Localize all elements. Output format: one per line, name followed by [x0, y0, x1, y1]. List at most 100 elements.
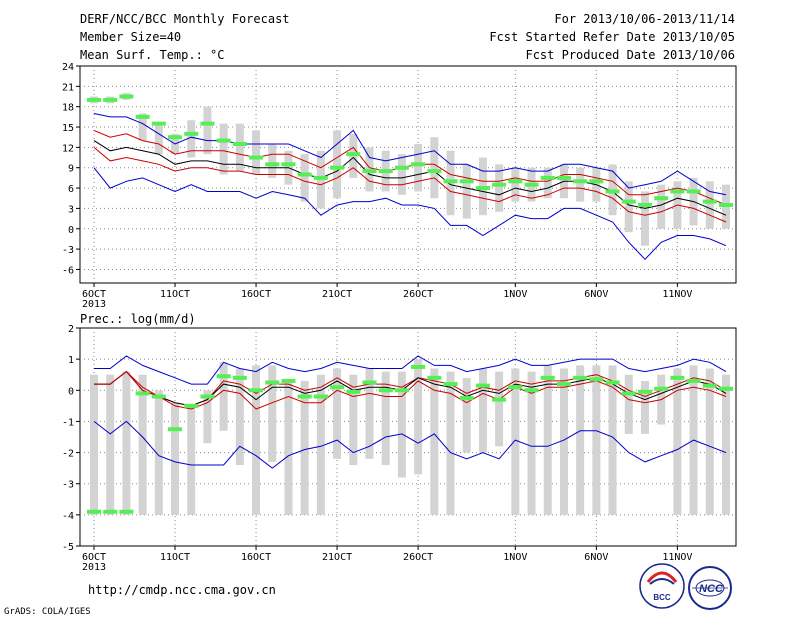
y-tick-label: 1 [68, 355, 74, 366]
y-tick-label: 12 [62, 143, 74, 154]
observed-marker [151, 394, 166, 399]
x-tick-label: 6NOV [584, 289, 608, 300]
ensemble-range-bar [300, 154, 309, 202]
x-year-label: 2013 [82, 299, 106, 310]
ensemble-range-bar [657, 184, 666, 229]
x-tick-label: 11OCT [160, 289, 190, 300]
observed-marker [670, 375, 685, 380]
ensemble-range-bar [235, 123, 244, 172]
x-tick-label: 21OCT [322, 552, 352, 563]
observed-marker [427, 169, 442, 174]
observed-marker [443, 179, 458, 184]
observed-marker [200, 394, 215, 399]
observed-marker [184, 403, 199, 408]
observed-marker [103, 97, 118, 102]
ensemble-range-bar [559, 368, 568, 515]
observed-marker [524, 388, 539, 393]
observed-marker [411, 162, 426, 167]
ensemble-range-bar [203, 390, 212, 444]
series-line-lower [93, 147, 727, 223]
observed-marker [232, 375, 247, 380]
observed-marker [184, 131, 199, 136]
y-tick-label: 2 [68, 324, 74, 335]
bcc-logo: BCC [639, 563, 685, 609]
ensemble-range-bar [171, 402, 180, 515]
x-tick-label: 6NOV [584, 552, 608, 563]
y-tick-label: 18 [62, 103, 74, 114]
observed-marker [87, 97, 101, 102]
precip-panel-title: Prec.: log(mm/d) [80, 312, 196, 326]
ensemble-range-bar [722, 374, 730, 515]
observed-marker [686, 189, 701, 194]
observed-marker [394, 165, 409, 170]
observed-marker [135, 391, 150, 396]
ensemble-range-bar [381, 371, 390, 466]
observed-marker [637, 389, 652, 394]
ensemble-range-bar [462, 377, 471, 453]
ensemble-range-bar [414, 143, 423, 192]
observed-marker [621, 199, 636, 204]
ensemble-range-bar [138, 374, 147, 515]
ensemble-range-bar [495, 371, 504, 447]
ensemble-range-bar [478, 368, 487, 453]
ensemble-range-bar [187, 120, 196, 158]
observed-marker [362, 380, 377, 385]
observed-marker [492, 182, 507, 187]
series-line-mean [93, 140, 727, 216]
ensemble-range-bar [673, 368, 682, 515]
y-tick-label: -3 [62, 245, 74, 256]
ensemble-range-bar [106, 374, 115, 515]
ensemble-range-bar [640, 191, 649, 246]
y-tick-label: 21 [62, 82, 74, 93]
ensemble-range-bar [316, 374, 325, 515]
x-tick-label: 16OCT [241, 552, 271, 563]
ensemble-range-bar [430, 368, 439, 515]
ensemble-range-bar [495, 164, 504, 212]
observed-marker [589, 179, 604, 184]
header-period: For 2013/10/06-2013/11/14 [554, 12, 735, 26]
observed-marker [719, 203, 733, 208]
observed-marker [265, 380, 280, 385]
observed-marker [702, 383, 717, 388]
observed-marker [443, 382, 458, 387]
observed-marker [540, 175, 555, 180]
ensemble-range-bar [430, 137, 439, 199]
y-tick-label: 3 [68, 204, 74, 215]
x-tick-label: 21OCT [322, 289, 352, 300]
y-tick-label: 15 [62, 123, 74, 134]
observed-marker [492, 397, 507, 402]
observed-marker [459, 179, 474, 184]
x-tick-label: 6OCT [82, 552, 106, 563]
x-tick-label: 1NOV [503, 289, 527, 300]
x-tick-label: 16OCT [241, 289, 271, 300]
observed-marker [378, 169, 393, 174]
y-tick-label: 0 [68, 225, 74, 236]
plot-frame [79, 327, 737, 547]
observed-marker [605, 189, 620, 194]
observed-marker [265, 162, 280, 167]
observed-marker [654, 386, 669, 391]
observed-marker [346, 152, 361, 157]
x-tick-label: 26OCT [403, 552, 433, 563]
ensemble-range-bar [219, 362, 228, 431]
ensemble-range-bar [511, 167, 520, 202]
observed-marker [540, 375, 555, 380]
observed-marker [135, 114, 150, 119]
observed-marker [475, 186, 490, 191]
footer-credit: GrADS: COLA/IGES [4, 607, 91, 617]
ensemble-range-bar [154, 390, 163, 515]
observed-marker [589, 377, 604, 382]
observed-marker [232, 141, 247, 146]
observed-marker [168, 135, 183, 140]
ncc-logo: NCC [688, 566, 732, 610]
ensemble-range-bar [527, 371, 536, 515]
observed-marker [313, 175, 328, 180]
observed-marker [297, 394, 312, 399]
ensemble-range-bar [608, 365, 617, 515]
ensemble-range-bar [576, 365, 585, 515]
y-tick-label: -3 [62, 480, 74, 491]
ensemble-range-bar [268, 143, 277, 178]
observed-marker [573, 179, 588, 184]
y-tick-label: -1 [62, 417, 74, 428]
header-variable: Mean Surf. Temp.: °C [80, 48, 225, 62]
